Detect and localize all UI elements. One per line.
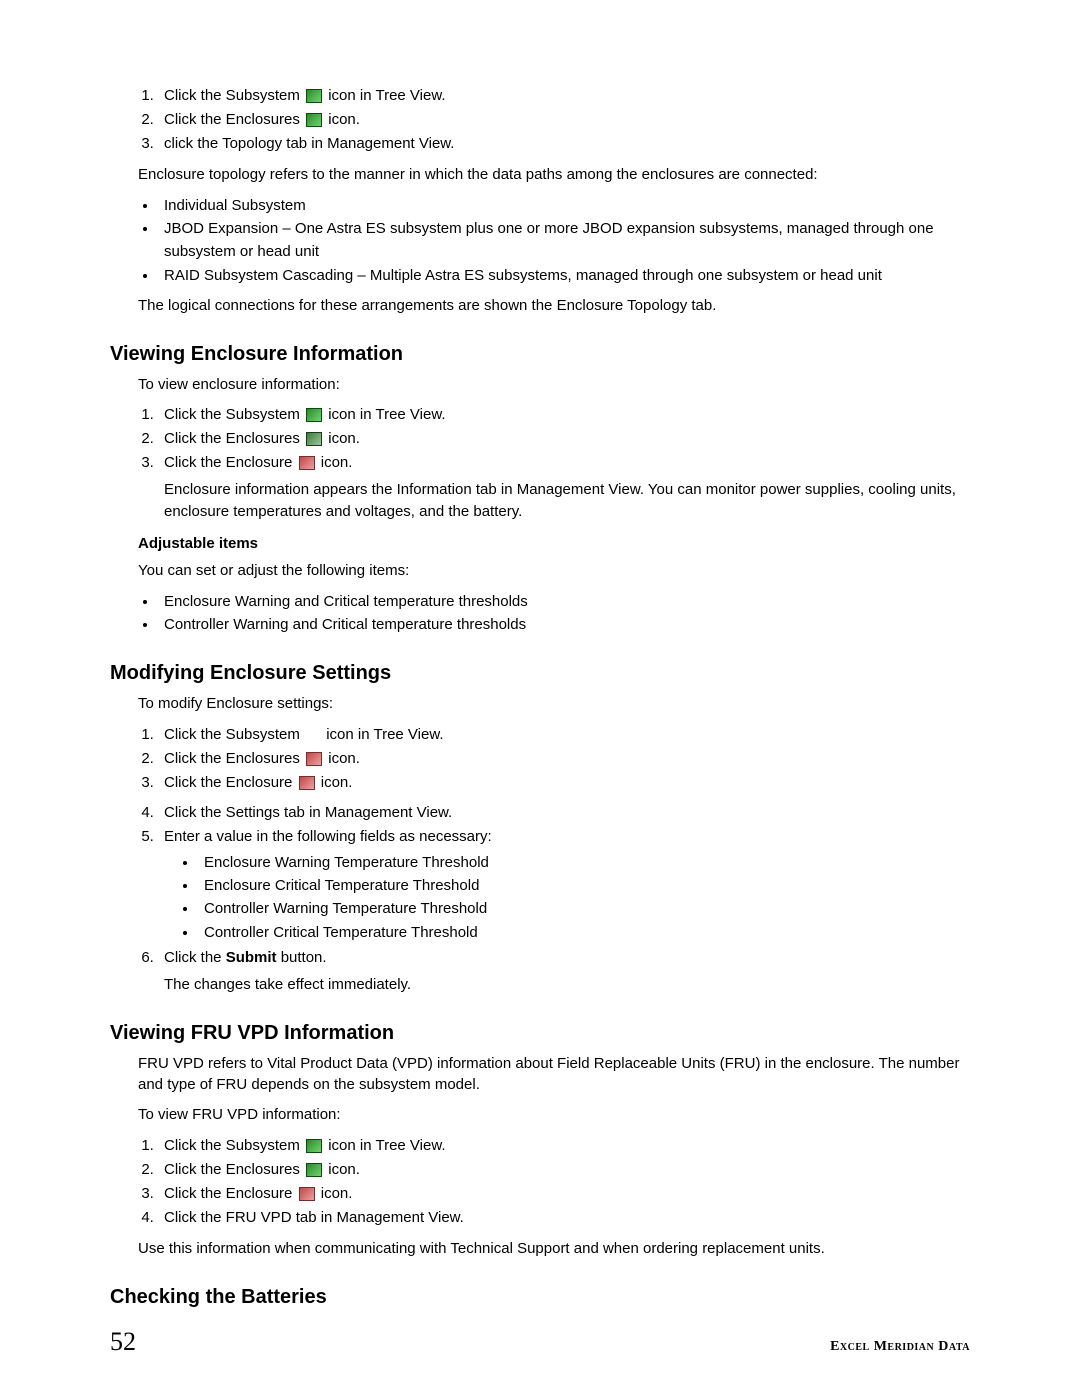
step-detail: The changes take effect immediately. [164,974,970,996]
enclosures-icon [306,1163,322,1177]
section-modifying-enclosure-settings: Modifying Enclosure Settings [110,662,970,685]
enclosures-icon [306,432,322,446]
section2-intro: To modify Enclosure settings: [138,693,970,715]
list-item: Click the FRU VPD tab in Management View… [158,1206,970,1230]
section-viewing-fru-vpd: Viewing FRU VPD Information [110,1022,970,1045]
list-item: Click the Subsystem icon in Tree View. [158,84,970,108]
topology-bullets: Individual Subsystem JBOD Expansion – On… [110,194,970,287]
step-text-pre: Click the Enclosure [164,454,297,471]
enclosures-icon [306,752,322,766]
step-text-pre: Click the Enclosures [164,750,304,767]
list-item: Click the Submit button. The changes tak… [158,946,970,996]
adjustable-items-heading: Adjustable items [138,535,970,552]
step-text-post: icon in Tree View. [324,87,445,104]
list-item: Click the Enclosure icon. Enclosure info… [158,451,970,523]
step-text-post: icon in Tree View. [324,1137,445,1154]
list-item: Controller Warning Temperature Threshold [198,897,970,920]
step-detail: Enclosure information appears the Inform… [164,479,970,523]
section-viewing-enclosure-information: Viewing Enclosure Information [110,343,970,366]
step-text-pre: Click the Enclosures [164,430,304,447]
list-item: Enclosure Critical Temperature Threshold [198,874,970,897]
section2-steps: Click the Subsystem icon in Tree View. C… [110,723,970,996]
step-text-post: icon in Tree View. [322,726,443,743]
list-item: Click the Settings tab in Management Vie… [158,801,970,825]
threshold-fields: Enclosure Warning Temperature Threshold … [164,851,970,944]
topology-outro: The logical connections for these arrang… [138,295,970,317]
list-item: Click the Enclosures icon. [158,747,970,771]
step-text-pre: Click the Subsystem [164,726,304,743]
step-text-pre: Click the Enclosures [164,1161,304,1178]
enclosure-icon [299,456,315,470]
topology-intro: Enclosure topology refers to the manner … [138,164,970,186]
step-text-post: button. [277,949,327,966]
adjustable-intro: You can set or adjust the following item… [138,560,970,582]
section3-outro: Use this information when communicating … [138,1238,970,1260]
subsystem-icon [306,1139,322,1153]
step-text-pre: Click the Enclosure [164,774,297,791]
list-item: Enclosure Warning and Critical temperatu… [158,590,970,613]
section-checking-batteries: Checking the Batteries [110,1286,970,1309]
section1-steps: Click the Subsystem icon in Tree View. C… [110,403,970,523]
list-item: Controller Warning and Critical temperat… [158,613,970,636]
list-item: Click the Subsystem icon in Tree View. [158,723,970,747]
step-text-post: icon. [324,430,360,447]
step-text-post: icon. [317,454,353,471]
list-item: RAID Subsystem Cascading – Multiple Astr… [158,264,970,287]
list-item: Click the Enclosure icon. [158,771,970,795]
step-text-post: icon in Tree View. [324,406,445,423]
adjustable-bullets: Enclosure Warning and Critical temperatu… [110,590,970,637]
enclosure-icon [299,1187,315,1201]
list-item: Controller Critical Temperature Threshol… [198,921,970,944]
enclosure-icon [299,776,315,790]
submit-button-label: Submit [226,949,277,966]
list-item: click the Topology tab in Management Vie… [158,132,970,156]
page-footer: 52 Excel Meridian Data [110,1327,970,1357]
list-item: Click the Subsystem icon in Tree View. [158,403,970,427]
step-text-post: icon. [317,1185,353,1202]
section3-intro: To view FRU VPD information: [138,1104,970,1126]
list-item: Enter a value in the following fields as… [158,825,970,944]
enclosures-icon [306,113,322,127]
list-item: Click the Enclosures icon. [158,1158,970,1182]
step-text-pre: Click the Enclosures [164,111,304,128]
step-text-post: icon. [317,774,353,791]
step-text-pre: Click the Subsystem [164,406,304,423]
step-text-post: icon. [324,1161,360,1178]
section1-intro: To view enclosure information: [138,374,970,396]
section3-para: FRU VPD refers to Vital Product Data (VP… [138,1053,970,1097]
list-item: Individual Subsystem [158,194,970,217]
step-text-pre: Click the Subsystem [164,87,304,104]
step-text-post: icon. [324,111,360,128]
list-item: Enclosure Warning Temperature Threshold [198,851,970,874]
step-text-pre: Click the [164,949,226,966]
subsystem-icon [306,408,322,422]
section3-steps: Click the Subsystem icon in Tree View. C… [110,1134,970,1230]
list-item: JBOD Expansion – One Astra ES subsystem … [158,217,970,264]
step-text: Enter a value in the following fields as… [164,828,492,845]
topology-tab-steps: Click the Subsystem icon in Tree View. C… [110,84,970,156]
page-number: 52 [110,1327,136,1357]
list-item: Click the Enclosures icon. [158,108,970,132]
list-item: Click the Enclosure icon. [158,1182,970,1206]
footer-brand: Excel Meridian Data [830,1339,970,1355]
list-item: Click the Enclosures icon. [158,427,970,451]
step-text: click the Topology tab in Management Vie… [164,135,454,152]
subsystem-icon [306,89,322,103]
step-text-pre: Click the Subsystem [164,1137,304,1154]
step-text-post: icon. [324,750,360,767]
step-text-pre: Click the Enclosure [164,1185,297,1202]
document-page: Click the Subsystem icon in Tree View. C… [0,0,1080,1397]
list-item: Click the Subsystem icon in Tree View. [158,1134,970,1158]
